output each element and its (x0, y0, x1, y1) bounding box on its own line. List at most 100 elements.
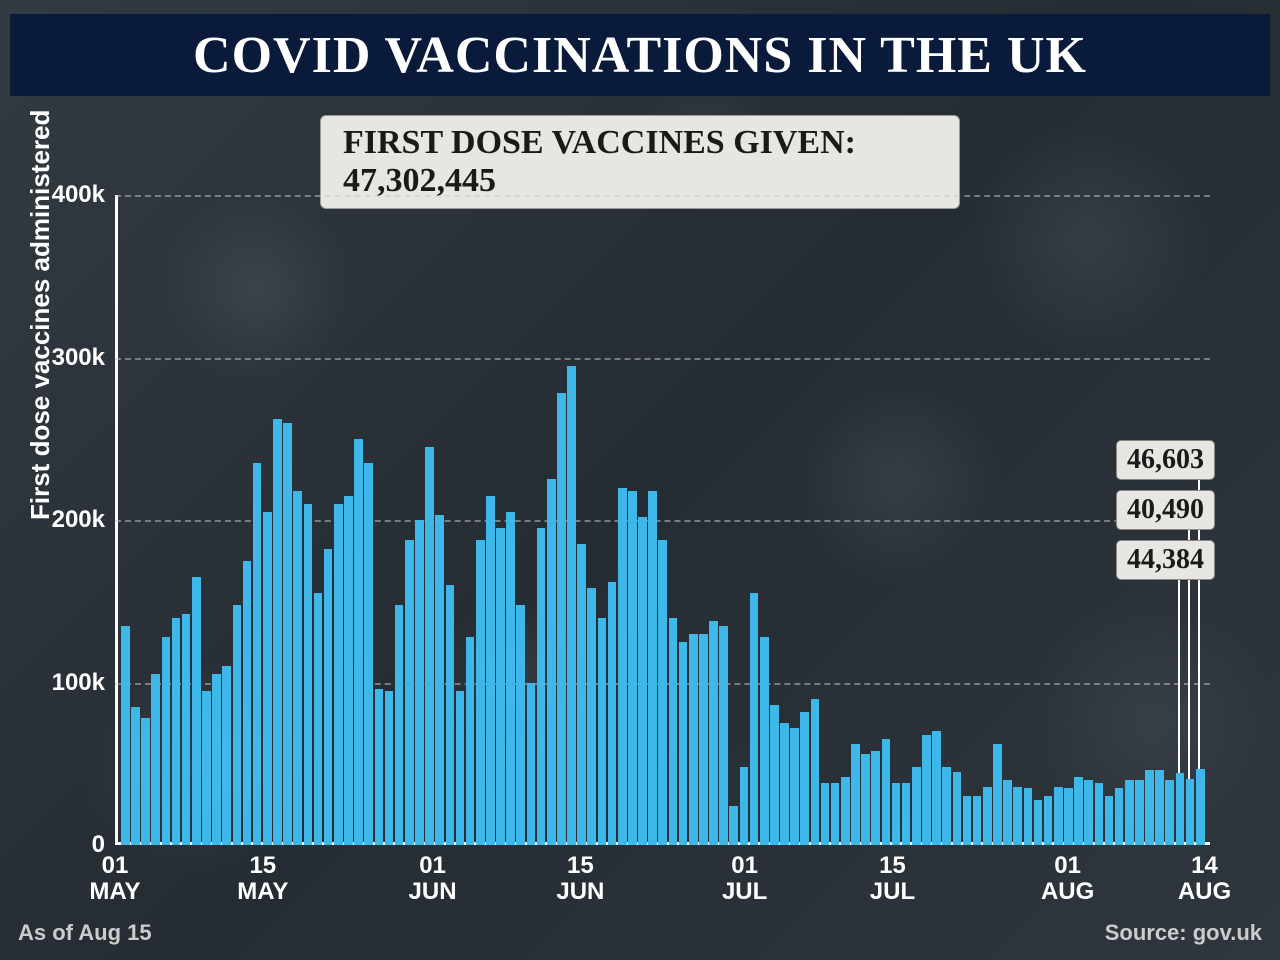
main-title: COVID VACCINATIONS IN THE UK (193, 26, 1087, 85)
bar (821, 783, 830, 845)
x-tick-label: 15MAY (237, 853, 288, 906)
callout-label: 44,384 (1116, 540, 1215, 580)
x-tick-label: 01JUN (409, 853, 457, 906)
bar (395, 605, 404, 846)
bar (638, 517, 647, 845)
bar (273, 419, 282, 845)
bar (486, 496, 495, 845)
bar (202, 691, 211, 845)
bar (283, 423, 292, 846)
bar (314, 593, 323, 845)
bar (871, 751, 880, 845)
bar (547, 479, 556, 845)
bar (740, 767, 749, 845)
bar (851, 744, 860, 845)
bar (212, 674, 221, 845)
bar (800, 712, 809, 845)
bar (172, 618, 181, 846)
bar (892, 783, 901, 845)
bars-container (115, 195, 1210, 845)
bar (446, 585, 455, 845)
bar (324, 549, 333, 845)
y-tick-label: 300k (45, 344, 105, 372)
bar (496, 528, 505, 845)
bar (192, 577, 201, 845)
bar (912, 767, 921, 845)
bar (922, 735, 931, 846)
callout-leader (1178, 558, 1180, 773)
y-axis-label: First dose vaccines administered (25, 110, 56, 520)
bar (932, 731, 941, 845)
bar (1186, 779, 1195, 845)
bar (405, 540, 414, 846)
bar (567, 366, 576, 845)
bar (263, 512, 272, 845)
bar (1024, 788, 1033, 845)
x-tick-label: 15JUN (556, 853, 604, 906)
bar (618, 488, 627, 846)
bar (466, 637, 475, 845)
bar (811, 699, 820, 845)
bar (304, 504, 313, 845)
bar (790, 728, 799, 845)
bar (882, 739, 891, 845)
bar (415, 520, 424, 845)
bar (1115, 788, 1124, 845)
bar (963, 796, 972, 845)
bar (293, 491, 302, 845)
bar (131, 707, 140, 845)
bar (983, 787, 992, 846)
x-tick-label: 14AUG (1178, 853, 1231, 906)
bar (993, 744, 1002, 845)
footer-source: Source: gov.uk (1105, 920, 1262, 946)
y-tick-label: 400k (45, 181, 105, 209)
bar (689, 634, 698, 845)
callout-label: 40,490 (1116, 490, 1215, 530)
bar (587, 588, 596, 845)
bar (1003, 780, 1012, 845)
bar (506, 512, 515, 845)
bar (233, 605, 242, 846)
bar (1145, 770, 1154, 845)
bar (902, 783, 911, 845)
bar (953, 772, 962, 845)
bar (770, 705, 779, 845)
header-bar: COVID VACCINATIONS IN THE UK (10, 14, 1270, 96)
x-tick-label: 15JUL (870, 853, 915, 906)
bar (780, 723, 789, 845)
bar (760, 637, 769, 845)
bar (608, 582, 617, 845)
bar (121, 626, 130, 845)
bar (1013, 787, 1022, 846)
bar (669, 618, 678, 846)
bar (182, 614, 191, 845)
bar (1074, 777, 1083, 845)
bar (861, 754, 870, 845)
bar (243, 561, 252, 845)
bar (162, 637, 171, 845)
y-tick-label: 200k (45, 506, 105, 534)
bar (141, 718, 150, 845)
bar (1105, 796, 1114, 845)
bar (648, 491, 657, 845)
footer-date: As of Aug 15 (18, 920, 152, 946)
bar (476, 540, 485, 846)
bar (456, 691, 465, 845)
bar (658, 540, 667, 846)
bar (375, 689, 384, 845)
bar (364, 463, 373, 845)
bar (537, 528, 546, 845)
callout-label: 46,603 (1116, 440, 1215, 480)
bar (1165, 780, 1174, 845)
plot-region: 0100k200k300k400k01MAY15MAY01JUN15JUN01J… (115, 195, 1210, 845)
y-tick-label: 100k (45, 669, 105, 697)
bar (577, 544, 586, 845)
bar (679, 642, 688, 845)
x-tick-label: 01JUL (722, 853, 767, 906)
subtitle-text: FIRST DOSE VACCINES GIVEN: 47,302,445 (343, 124, 856, 199)
bar (699, 634, 708, 845)
bar (1054, 787, 1063, 846)
chart-area: 0100k200k300k400k01MAY15MAY01JUN15JUN01J… (115, 195, 1210, 845)
bar (1064, 788, 1073, 845)
bar (253, 463, 262, 845)
